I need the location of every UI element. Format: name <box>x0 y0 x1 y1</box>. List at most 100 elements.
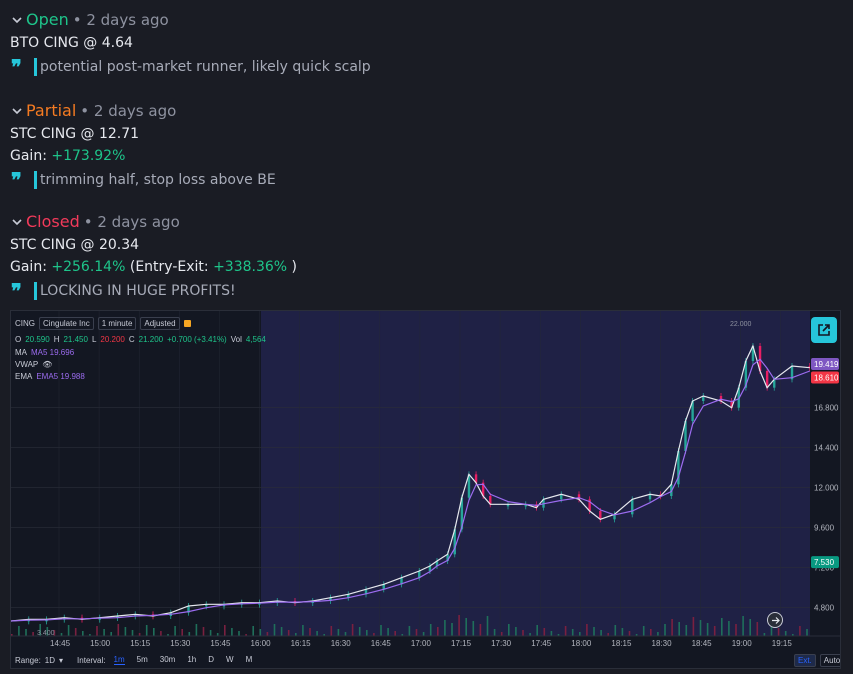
volume-bar <box>784 631 787 636</box>
bottom-toolbar: Range: 1D ▾ Interval: 1m 5m 30m 1h D W M <box>15 655 252 665</box>
y-tick-label: 12.000 <box>814 484 839 493</box>
adjust-icon[interactable] <box>183 320 191 327</box>
interval-1m[interactable]: 1m <box>113 655 125 665</box>
volume-bar <box>635 634 638 636</box>
eye-off-icon[interactable]: 👁 <box>42 360 53 369</box>
interval-tag[interactable]: 1 minute <box>97 317 137 330</box>
volume-bar <box>571 629 574 636</box>
volume-bar <box>25 629 27 636</box>
gain-label: Gain: <box>10 259 47 275</box>
volume-bar <box>657 632 659 636</box>
candle <box>691 401 694 421</box>
extended-hours-shade <box>261 311 810 636</box>
volume-bar <box>195 624 198 636</box>
gain-value: +256.14% <box>51 259 126 275</box>
interval-m[interactable]: M <box>245 655 253 664</box>
volume-bar <box>550 631 553 636</box>
chart-canvas[interactable]: 16.80014.40012.0009.6007.2004.80019.4191… <box>11 311 840 668</box>
x-tick-label: 19:15 <box>772 639 793 648</box>
symbol[interactable]: CING <box>15 319 35 328</box>
volume-bar <box>181 629 183 636</box>
volume-bar <box>607 633 609 636</box>
ema-indicator[interactable]: EMA EMA5 19.988 <box>15 372 85 381</box>
volume-bar <box>209 630 212 636</box>
price-chart[interactable]: 16.80014.40012.0009.6007.2004.80019.4191… <box>10 310 841 669</box>
adjust-tag[interactable]: Adjusted <box>140 317 180 330</box>
volume-bar <box>245 634 247 636</box>
volume-bar <box>344 632 347 636</box>
interval-w[interactable]: W <box>226 655 234 664</box>
volume-bar <box>735 624 737 636</box>
candle <box>467 474 471 498</box>
interval-d[interactable]: D <box>208 655 215 664</box>
quote-icon: ❞ <box>11 170 37 190</box>
note: ❞ LOCKING IN HUGE PROFITS! <box>10 281 297 301</box>
volume-bar <box>46 627 49 636</box>
ma-label: MA <box>15 348 27 357</box>
auto-toggle[interactable]: Auto <box>819 654 840 667</box>
volume-bar <box>699 620 702 636</box>
volume-bar <box>664 624 666 636</box>
h-value: 21.450 <box>63 335 88 344</box>
volume-bar <box>231 628 233 636</box>
x-tick-label: 18:30 <box>652 639 673 648</box>
volume-bar <box>82 631 84 636</box>
volume-bar <box>770 625 773 636</box>
ext-toggle[interactable]: Ext. <box>794 654 816 667</box>
candle <box>489 496 492 505</box>
caret-down-icon[interactable]: ▾ <box>59 655 64 665</box>
volume-bar <box>437 627 439 636</box>
candle <box>730 401 733 408</box>
volume-bar <box>358 627 361 636</box>
volume-bar <box>721 618 723 636</box>
price-line <box>11 344 810 622</box>
ma-indicator[interactable]: MA MA5 19.696 <box>15 348 74 357</box>
volume-bar <box>678 622 680 636</box>
y-tick-label: 14.400 <box>814 444 839 453</box>
candle <box>751 346 755 361</box>
volume-bar <box>401 634 404 636</box>
candle <box>677 451 680 485</box>
volume-bar <box>799 626 801 636</box>
price-badge <box>811 358 839 371</box>
interval-1h[interactable]: 1h <box>187 655 197 664</box>
candle <box>474 474 478 483</box>
x-tick-label: 16:45 <box>371 639 392 648</box>
volume-bar <box>252 626 254 636</box>
candle <box>684 421 687 451</box>
interval-30m[interactable]: 30m <box>159 655 176 664</box>
range-select[interactable]: 1D <box>44 655 56 665</box>
interval-options: 1m 5m 30m 1h D W M <box>113 655 253 665</box>
volume-bar <box>451 623 453 636</box>
x-tick-label: 19:00 <box>732 639 753 648</box>
volume-bar <box>67 625 70 636</box>
entry-closed: Closed • 2 days ago STC CING @ 20.34 Gai… <box>10 212 297 301</box>
timestamp: • 2 days ago <box>72 10 169 29</box>
volume-bar <box>117 624 120 636</box>
volume-bar <box>110 632 112 636</box>
volume-bar <box>728 621 730 636</box>
volume-bar <box>394 631 396 636</box>
volume-bar <box>330 626 333 636</box>
x-tick-label: 18:00 <box>571 639 592 648</box>
volume-bar <box>479 624 482 636</box>
volume-bar <box>593 627 595 636</box>
interval-5m[interactable]: 5m <box>136 655 148 664</box>
candle <box>808 366 811 368</box>
volume-bar <box>444 620 446 636</box>
x-tick-label: 16:00 <box>251 639 272 648</box>
volume-bar <box>429 624 432 636</box>
x-tick-label: 16:30 <box>331 639 352 648</box>
open-external-button[interactable] <box>811 317 837 343</box>
chevron-down-icon[interactable] <box>10 215 24 229</box>
low-label: 3.400 <box>37 630 55 637</box>
candle <box>446 554 449 561</box>
vwap-indicator[interactable]: VWAP 👁 <box>15 360 52 369</box>
scroll-to-latest-button[interactable] <box>767 612 783 628</box>
chevron-down-icon[interactable] <box>10 13 24 27</box>
volume-bar <box>671 619 673 636</box>
candle <box>506 504 510 507</box>
candle <box>613 514 616 520</box>
chevron-down-icon[interactable] <box>10 104 24 118</box>
volume-bar <box>515 627 517 636</box>
